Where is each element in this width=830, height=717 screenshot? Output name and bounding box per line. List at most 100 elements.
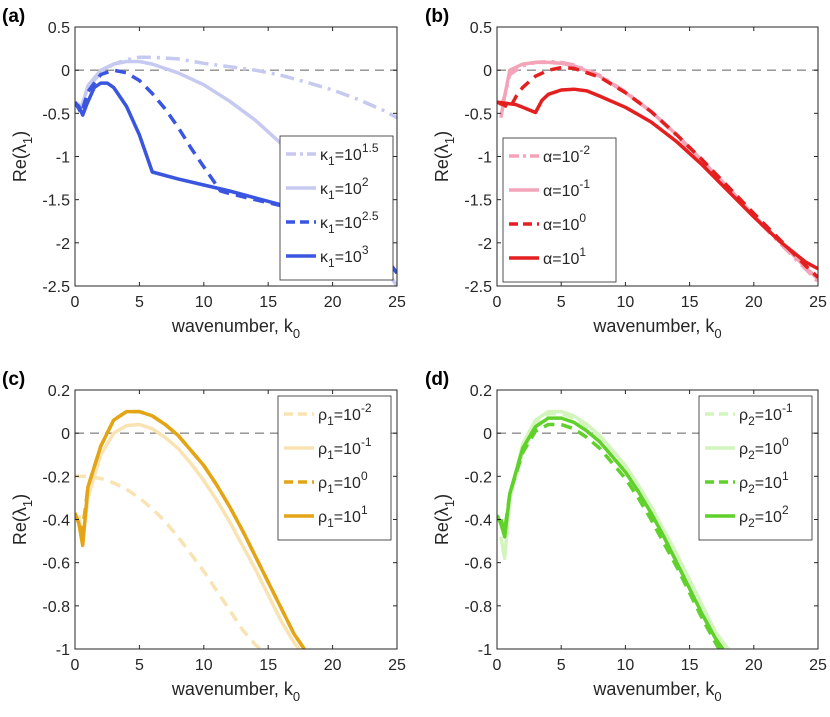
y-tick-label: 0 [483,63,492,80]
x-tick-label: 20 [324,294,342,311]
y-tick-label: 0.5 [470,20,492,37]
series-group [75,409,306,649]
x-axis-label: wavenumber, k0 [171,679,300,704]
y-axis-label: Re(λ1) [10,494,35,545]
y-tick-label: -1 [56,642,70,659]
legend-entry-3: ρ2=101 [739,469,789,496]
x-tick-label: 25 [809,294,827,311]
legend-entry-1: ρ2=10-1 [739,401,793,428]
y-axis-label: Re(λ1) [432,494,457,545]
y-tick-label: -0.4 [42,513,70,530]
y-tick-label: 0.5 [48,20,70,37]
x-tick-label: 0 [71,657,80,674]
x-tick-label: 15 [259,657,277,674]
x-tick-label: 10 [617,294,635,311]
x-tick-label: 5 [557,294,566,311]
x-tick-label: 10 [195,294,213,311]
series-line-4 [75,409,306,649]
x-tick-label: 15 [681,294,699,311]
legend-entry-2: ρ1=10-1 [318,435,372,462]
y-tick-label: 0.2 [48,383,70,400]
legend-entry-4: κ1=103 [320,243,369,270]
series-group [497,409,730,649]
x-tick-label: 5 [557,657,566,674]
legend-entry-4: ρ2=102 [739,503,789,530]
panel-label: (b) [425,6,449,27]
legend: ρ1=10-2 ρ1=10-1 ρ1=100 ρ1=101 [277,395,392,541]
series-line-2 [77,422,301,649]
legend-entry-3: α=100 [543,211,586,234]
y-tick-label: -0.5 [464,106,492,123]
y-tick-label: -2 [478,236,492,253]
panel-label: (a) [2,6,25,27]
series-line-1 [75,474,262,649]
series-line-4 [497,87,818,271]
x-tick-label: 5 [135,657,144,674]
y-tick-label: -0.2 [42,469,70,486]
x-tick-label: 25 [809,657,827,674]
y-tick-label: 0 [61,426,70,443]
x-tick-label: 20 [324,657,342,674]
y-tick-label: -2 [56,236,70,253]
y-tick-label: -1.5 [42,193,70,210]
legend-entry-1: ρ1=10-2 [318,401,372,428]
panel-b: (b) 0 5 10 15 20 25 0.5 0 -0.5 -1 -1.5 -2 -2.5 wavenum… [425,6,827,341]
series-line-3 [497,65,818,279]
legend: α=10-2 α=10-1 α=100 α=101 [502,137,617,283]
legend-entry-2: ρ2=100 [739,435,789,462]
legend-entry-2: α=10-1 [543,177,590,200]
legend-entry-2: κ1=102 [320,175,369,202]
x-tick-label: 0 [493,657,502,674]
legend-entry-4: ρ1=101 [318,503,368,530]
x-tick-label: 15 [259,294,277,311]
y-tick-label: 0 [483,426,492,443]
legend: κ1=101.5 κ1=102 κ1=102.5 κ1=103 [279,135,394,281]
x-tick-label: 25 [388,657,406,674]
x-tick-label: 20 [745,294,763,311]
y-axis-label: Re(λ1) [432,131,457,182]
y-tick-label: -1 [478,642,492,659]
y-tick-label: -1 [56,150,70,167]
x-tick-label: 5 [135,294,144,311]
y-tick-label: 0.2 [470,383,492,400]
panel-c: (c) 0 5 10 15 20 25 0.2 0 -0.2 -0.4 -0.6 -0.8 -1 waven… [2,369,406,704]
x-tick-label: 0 [493,294,502,311]
x-tick-label: 0 [71,294,80,311]
legend-entry-1: κ1=101.5 [320,141,379,168]
panel-label: (c) [2,369,25,390]
x-tick-label: 25 [388,294,406,311]
series-group [497,59,818,283]
y-tick-label: -0.5 [42,106,70,123]
y-tick-label: -0.6 [42,556,70,573]
legend-entry-1: α=10-2 [543,143,590,166]
y-tick-label: -2.5 [42,279,70,296]
x-tick-label: 20 [745,657,763,674]
y-tick-label: 0 [61,63,70,80]
y-tick-label: -0.6 [464,556,492,573]
x-tick-label: 10 [617,657,635,674]
panel-label: (d) [425,369,449,390]
y-tick-label: -0.4 [464,513,492,530]
y-tick-label: -0.8 [464,599,492,616]
legend-entry-3: ρ1=100 [318,469,368,496]
y-tick-label: -0.2 [464,469,492,486]
x-tick-label: 15 [681,657,699,674]
x-tick-label: 10 [195,657,213,674]
x-axis-label: wavenumber, k0 [171,316,300,341]
y-tick-label: -0.8 [42,599,70,616]
y-axis-label: Re(λ1) [10,131,35,182]
legend-entry-3: κ1=102.5 [320,209,379,236]
legend: ρ2=10-1 ρ2=100 ρ2=101 ρ2=102 [698,395,813,541]
y-tick-label: -1.5 [464,193,492,210]
y-tick-label: -2.5 [464,279,492,296]
series-line-3 [499,422,721,649]
panel-d: (d) 0 5 10 15 20 25 0.2 0 -0.2 -0.4 -0.6 -0.8 -1 waven… [425,369,827,704]
series-line-4 [497,416,725,649]
series-line-1 [75,55,397,120]
legend-entry-4: α=101 [543,245,586,268]
series-line-3 [79,409,306,649]
panel-a: (a) 0 5 10 15 20 25 0.5 0 -0.5 -1 -1.5 -2 -2.5 wavenum… [2,6,406,341]
y-tick-label: -1 [478,150,492,167]
x-axis-label: wavenumber, k0 [592,679,721,704]
